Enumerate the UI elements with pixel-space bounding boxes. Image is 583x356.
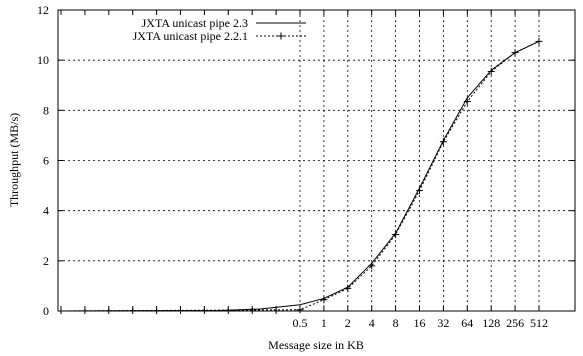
legend-marker (277, 32, 285, 40)
data-point-marker (487, 67, 495, 75)
x-tick-label: 8 (393, 316, 399, 330)
y-tick-label: 0 (43, 304, 49, 318)
x-tick-label: 512 (530, 316, 548, 330)
y-tick-label: 2 (43, 254, 49, 268)
data-point-marker (392, 230, 400, 238)
data-point-marker (344, 284, 352, 292)
x-tick-label: 256 (506, 316, 524, 330)
x-tick-label: 4 (369, 316, 375, 330)
y-tick-label: 4 (43, 204, 49, 218)
y-tick-label: 12 (37, 3, 49, 17)
x-tick-label: 128 (482, 316, 500, 330)
y-tick-label: 8 (43, 103, 49, 117)
data-point-marker (463, 98, 471, 106)
series-line-1 (57, 40, 540, 312)
x-tick-label: 1 (321, 316, 327, 330)
data-point-marker (320, 296, 328, 304)
x-tick-label: 2 (345, 316, 351, 330)
x-tick-label: 32 (437, 316, 449, 330)
data-point-marker (535, 37, 543, 45)
y-tick-label: 10 (37, 53, 49, 67)
data-point-marker (439, 138, 447, 146)
x-tick-label: 0.5 (293, 316, 308, 330)
series-line-2 (57, 40, 540, 312)
x-tick-label: 64 (461, 316, 473, 330)
grid-lines (58, 10, 575, 311)
legend-label-2: JXTA unicast pipe 2.2.1 (133, 29, 248, 43)
data-point-marker (368, 262, 376, 270)
y-tick-label: 6 (43, 154, 49, 168)
data-point-marker (511, 49, 519, 57)
legend-label-1: JXTA unicast pipe 2.3 (142, 16, 248, 30)
x-tick-label: 16 (414, 316, 426, 330)
plot-frame (57, 9, 576, 312)
data-point-marker (416, 187, 423, 195)
x-axis-label: Message size in KB (268, 338, 364, 352)
y-axis-label: Throughput (MB/s) (7, 113, 21, 207)
